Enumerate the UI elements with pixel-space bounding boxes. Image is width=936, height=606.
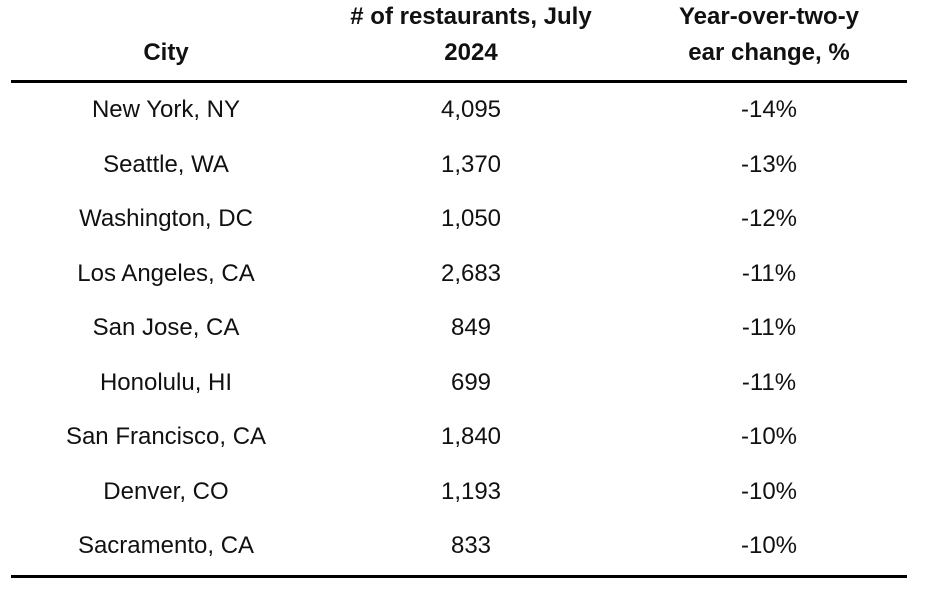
count-cell: 849 (450, 314, 492, 341)
city-cell: Denver, CO (103, 477, 229, 505)
table-row: Seattle, WA 1,370 -13% (11, 138, 907, 193)
column-header-restaurant-count: # of restaurants, July 2024 (321, 0, 621, 71)
change-cell: -10% (740, 477, 798, 505)
city-cell: Los Angeles, CA (77, 259, 255, 287)
change-cell: -13% (740, 150, 798, 178)
table-row: Sacramento, CA 833 -10% (11, 519, 907, 574)
table-row: San Jose, CA 849 -11% (11, 301, 907, 356)
city-cell: Seattle, WA (103, 150, 229, 178)
table-row: San Francisco, CA 1,840 -10% (11, 410, 907, 465)
change-cell: -10% (740, 423, 798, 450)
table-body: New York, NY 4,095 -14% Seattle, WA 1,37… (11, 83, 907, 574)
count-cell: 1,050 (440, 205, 502, 232)
table-row: Denver, CO 1,193 -10% (11, 465, 907, 520)
city-cell: Washington, DC (79, 205, 253, 232)
city-cell: New York, NY (91, 96, 241, 123)
table-row: Los Angeles, CA 2,683 -11% (11, 247, 907, 302)
header-rule (11, 80, 907, 83)
count-cell: 1,193 (440, 477, 502, 505)
change-cell: -11% (741, 368, 797, 396)
restaurants-table: City # of restaurants, July 2024 Year-ov… (11, 0, 907, 578)
header-line: ear change, % (688, 39, 850, 66)
count-cell: 699 (450, 368, 492, 396)
count-cell: 833 (450, 532, 492, 559)
table-row: New York, NY 4,095 -14% (11, 83, 907, 138)
city-cell: Sacramento, CA (77, 532, 255, 559)
count-cell: 4,095 (440, 96, 502, 123)
column-header-city: City (143, 39, 189, 66)
bottom-rule (11, 575, 907, 578)
city-cell: Honolulu, HI (99, 368, 233, 396)
change-cell: -10% (740, 532, 798, 559)
change-cell: -12% (740, 205, 798, 232)
count-cell: 2,683 (440, 259, 502, 287)
city-cell: San Francisco, CA (65, 423, 267, 450)
header-line: # of restaurants, July (350, 3, 592, 30)
header-line: 2024 (444, 39, 498, 66)
table-row: Honolulu, HI 699 -11% (11, 356, 907, 411)
count-cell: 1,840 (440, 423, 502, 450)
table-row: Washington, DC 1,050 -12% (11, 192, 907, 247)
column-header-change: Year-over-two-y ear change, % (631, 0, 907, 71)
change-cell: -14% (740, 96, 798, 123)
city-cell: San Jose, CA (92, 314, 240, 341)
count-cell: 1,370 (440, 150, 502, 178)
table-header: City # of restaurants, July 2024 Year-ov… (11, 0, 907, 80)
header-line: Year-over-two-y (678, 3, 860, 30)
change-cell: -11% (741, 314, 797, 341)
change-cell: -11% (741, 259, 797, 287)
